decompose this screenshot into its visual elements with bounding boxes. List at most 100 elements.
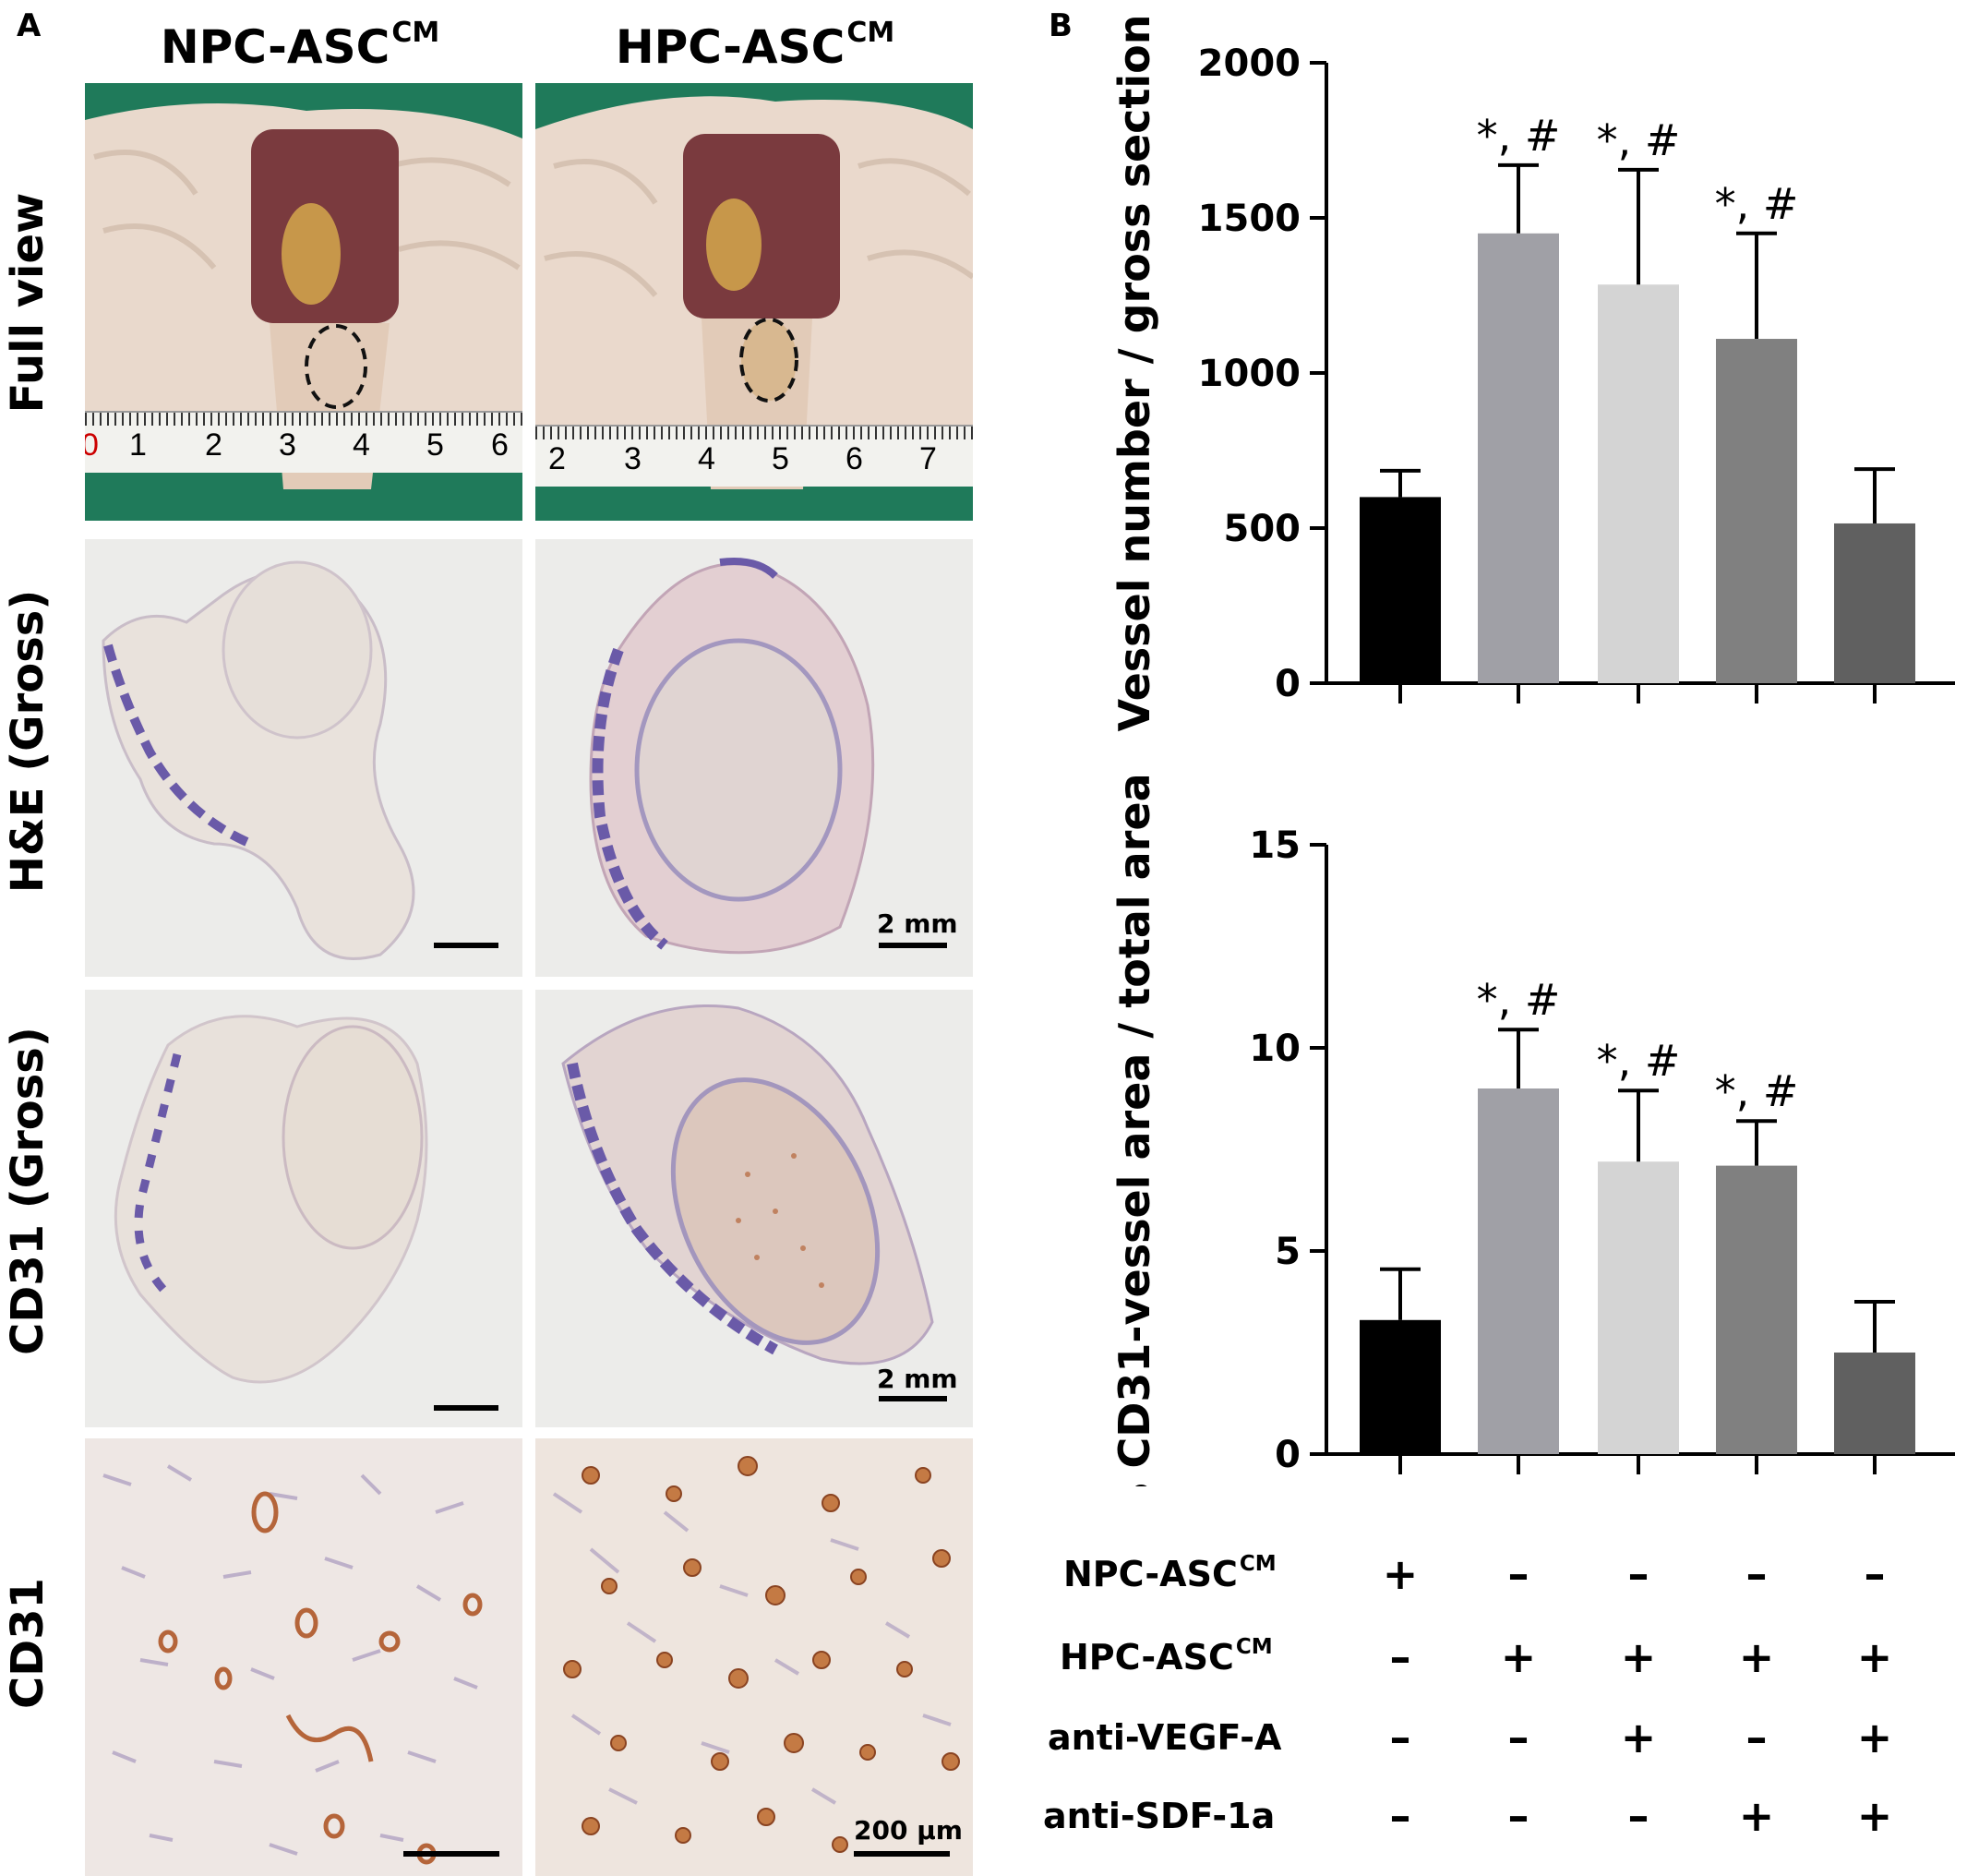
- sign-r3-c1: –: [1507, 1791, 1529, 1841]
- panel-b-letter: B: [1049, 7, 1073, 44]
- col-header-npc-text: NPC-ASC: [160, 20, 390, 74]
- sign-r3-c0: –: [1389, 1791, 1411, 1841]
- photo-full-view-npc: 0 1 2 3 4 5 6: [85, 83, 522, 521]
- histology-he-hpc: 2 mm: [535, 539, 973, 977]
- y-tick-label: 1500: [1198, 198, 1301, 240]
- sign-r2-c4: +: [1856, 1713, 1893, 1762]
- y-tick-label: 0: [1275, 1434, 1301, 1476]
- y-tick-label: 1000: [1198, 353, 1301, 395]
- ruler-right-3: 3: [624, 441, 642, 476]
- y-axis-label: Vessel number / gross section: [1109, 14, 1159, 731]
- treatment-label-anti-vegf-text: anti-VEGF-A: [1048, 1717, 1282, 1758]
- scale-bar-he-npc: [434, 943, 498, 948]
- treatment-label-npc-text: NPC-ASC: [1063, 1554, 1238, 1594]
- ruler-left-0: 0: [85, 427, 99, 463]
- sign-r0-c3: –: [1745, 1549, 1768, 1599]
- treatment-label-npc-sup: CM: [1239, 1552, 1277, 1576]
- ruler-left-4: 4: [353, 427, 370, 463]
- scale-bar-cd31-gross-npc: [434, 1405, 498, 1411]
- chart-vessel-number: 0 500 1000 1500 2000 Vessel number / gross se…: [1109, 14, 1955, 732]
- sign-r2-c1: –: [1507, 1713, 1529, 1762]
- sign-r1-c2: +: [1620, 1632, 1657, 1682]
- ruler-right-7: 7: [919, 441, 937, 476]
- scale-bar-cd31-npc: [403, 1851, 499, 1857]
- ruler-left-6: 6: [491, 427, 509, 463]
- bar: [1360, 497, 1441, 683]
- col-header-hpc-sup: CM: [846, 17, 895, 49]
- sign-r2-c0: –: [1389, 1713, 1411, 1762]
- sign-r3-c3: +: [1738, 1791, 1775, 1841]
- bar: [1478, 233, 1559, 684]
- sign-r0-c0: +: [1382, 1549, 1419, 1599]
- row-label-he-gross: H&E (Gross): [2, 589, 54, 894]
- y-tick-label: 2000: [1198, 42, 1301, 85]
- sign-r0-c1: –: [1507, 1549, 1529, 1599]
- sign-r0-c2: –: [1627, 1549, 1649, 1599]
- bar: [1716, 339, 1797, 683]
- ruler-right-4: 4: [698, 441, 715, 476]
- ruler-left-1: 1: [129, 427, 147, 463]
- significance-label: *, #: [1597, 115, 1681, 165]
- histology-he-npc: [85, 539, 522, 977]
- ruler-left-3: 3: [279, 427, 296, 463]
- photo-full-view-hpc: 2 3 4 5 6 7: [535, 83, 973, 521]
- bar: [1598, 284, 1679, 683]
- bar: [1834, 1353, 1915, 1454]
- significance-label: *, #: [1477, 975, 1561, 1025]
- ruler-right-6: 6: [846, 441, 863, 476]
- sign-r1-c0: –: [1389, 1632, 1411, 1682]
- sign-r2-c2: +: [1620, 1713, 1657, 1762]
- treatment-label-anti-vegf: anti-VEGF-A: [1048, 1717, 1281, 1758]
- ruler-left-2: 2: [205, 427, 222, 463]
- row-label-cd31: CD31: [2, 1578, 54, 1709]
- col-header-hpc-text: HPC-ASC: [615, 20, 846, 74]
- y-tick-label: 0: [1275, 663, 1301, 705]
- chart-cd31-area: 0 5 10 15 % CD31-vessel area / total area *, …: [1109, 773, 1955, 1486]
- col-header-npc: NPC-ASCCM: [106, 17, 494, 74]
- ruler-left: 0 1 2 3 4 5 6: [85, 411, 522, 473]
- y-tick-label: 10: [1249, 1028, 1301, 1070]
- ruler-left-5: 5: [426, 427, 444, 463]
- treatment-label-hpc: HPC-ASCCM: [1060, 1635, 1273, 1678]
- row-label-cd31-gross: CD31 (Gross): [2, 1027, 54, 1355]
- significance-label: *, #: [1597, 1036, 1681, 1086]
- scale-label-he: 2 mm: [877, 908, 958, 939]
- bar: [1834, 523, 1915, 683]
- treatment-label-hpc-sup: CM: [1235, 1635, 1273, 1659]
- ruler-right-2: 2: [548, 441, 566, 476]
- col-header-hpc: HPC-ASCCM: [561, 17, 949, 74]
- sign-r2-c3: –: [1745, 1713, 1768, 1762]
- sign-r0-c4: –: [1864, 1549, 1886, 1599]
- col-header-npc-sup: CM: [391, 17, 440, 49]
- panel-a-letter: A: [17, 7, 42, 44]
- bar: [1478, 1088, 1559, 1454]
- sign-r1-c1: +: [1500, 1632, 1537, 1682]
- row-label-full-view: Full view: [2, 192, 54, 414]
- histology-cd31-gross-npc: [85, 990, 522, 1427]
- ruler-right: 2 3 4 5 6 7: [535, 425, 973, 487]
- y-axis-label: % CD31-vessel area / total area: [1109, 773, 1159, 1486]
- histology-cd31-npc: [85, 1438, 522, 1876]
- significance-label: *, #: [1715, 1066, 1799, 1116]
- scale-bar-cd31-hpc: [854, 1851, 950, 1857]
- histology-cd31-gross-hpc: 2 mm: [535, 990, 973, 1427]
- sign-r3-c2: –: [1627, 1791, 1649, 1841]
- bar: [1716, 1165, 1797, 1454]
- y-tick-label: 15: [1249, 824, 1301, 867]
- scale-bar-he-hpc: [879, 943, 947, 948]
- sign-r1-c3: +: [1738, 1632, 1775, 1682]
- treatment-label-anti-sdf-text: anti-SDF-1a: [1043, 1796, 1276, 1836]
- histology-cd31-hpc: 200 µm: [535, 1438, 973, 1876]
- scale-label-cd31: 200 µm: [854, 1815, 963, 1846]
- ruler-right-5: 5: [772, 441, 789, 476]
- y-tick-label: 500: [1224, 508, 1301, 550]
- scale-label-cd31-gross: 2 mm: [877, 1364, 958, 1394]
- significance-label: *, #: [1715, 179, 1799, 229]
- bar: [1360, 1319, 1441, 1454]
- significance-label: *, #: [1477, 111, 1561, 161]
- y-tick-label: 5: [1275, 1231, 1301, 1273]
- sign-r3-c4: +: [1856, 1791, 1893, 1841]
- scale-bar-cd31-gross-hpc: [879, 1396, 947, 1401]
- treatment-label-anti-sdf: anti-SDF-1a: [1043, 1796, 1275, 1836]
- treatment-label-hpc-text: HPC-ASC: [1060, 1637, 1234, 1678]
